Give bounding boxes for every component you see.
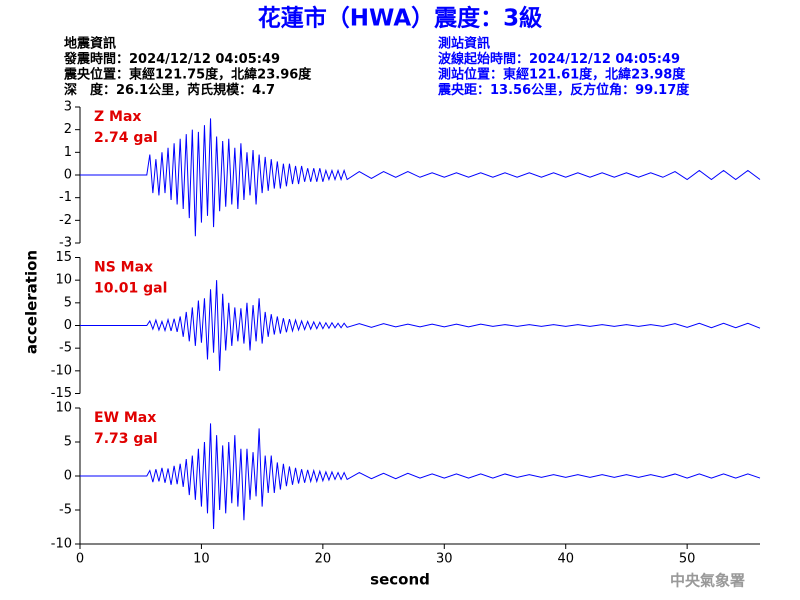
info-line: 震央距：13.56公里，反方位角：99.17度	[437, 82, 690, 98]
info-line: 深 度：26.1公里，芮氏規模：4.7	[64, 82, 275, 98]
chart-title: 花蓮市（HWA）震度：3級	[258, 5, 542, 32]
y-tick-label: 0	[64, 318, 72, 333]
y-tick-label: -2	[59, 213, 72, 228]
info-line: 震央位置：東經121.75度，北緯23.96度	[63, 67, 312, 83]
max-label: Z Max	[94, 109, 141, 125]
y-tick-label: 2	[64, 122, 72, 137]
y-tick-label: -15	[51, 386, 72, 401]
y-tick-label: -10	[51, 363, 72, 378]
footer: 中央氣象署	[670, 572, 745, 590]
y-tick-label: 5	[64, 435, 72, 450]
waveform	[80, 423, 761, 530]
max-value: 10.01 gal	[94, 281, 167, 297]
y-tick-label: 15	[55, 250, 72, 265]
y-tick-label: 10	[55, 401, 72, 416]
info-line: 波線起始時間：2024/12/12 04:05:49	[438, 51, 680, 67]
x-tick-label: 30	[436, 552, 453, 567]
y-tick-label: 5	[64, 295, 72, 310]
y-tick-label: 3	[64, 100, 72, 115]
waveform	[80, 280, 761, 371]
x-tick-label: 0	[76, 552, 84, 567]
y-tick-label: 10	[55, 273, 72, 288]
y-tick-label: 1	[64, 145, 72, 160]
y-tick-label: 0	[64, 469, 72, 484]
y-tick-label: 0	[64, 168, 72, 183]
max-label: EW Max	[94, 410, 156, 426]
info-line: 地震資訊	[64, 36, 116, 52]
y-axis-label: acceleration	[23, 250, 41, 354]
y-tick-label: -10	[51, 537, 72, 552]
info-line: 測站資訊	[438, 36, 490, 52]
x-axis-label: second	[370, 571, 430, 589]
y-tick-label: -3	[59, 236, 72, 251]
waveform	[80, 118, 761, 237]
y-tick-label: -1	[59, 190, 72, 205]
x-tick-label: 10	[193, 552, 210, 567]
y-tick-label: -5	[59, 341, 72, 356]
info-line: 發震時間：2024/12/12 04:05:49	[63, 51, 280, 67]
y-tick-label: -5	[59, 503, 72, 518]
max-label: NS Max	[94, 260, 153, 276]
max-value: 7.73 gal	[94, 431, 158, 447]
info-line: 測站位置：東經121.61度，北緯23.98度	[438, 67, 686, 83]
max-value: 2.74 gal	[94, 130, 158, 146]
x-tick-label: 50	[679, 552, 696, 567]
x-tick-label: 40	[557, 552, 574, 567]
x-tick-label: 20	[315, 552, 332, 567]
